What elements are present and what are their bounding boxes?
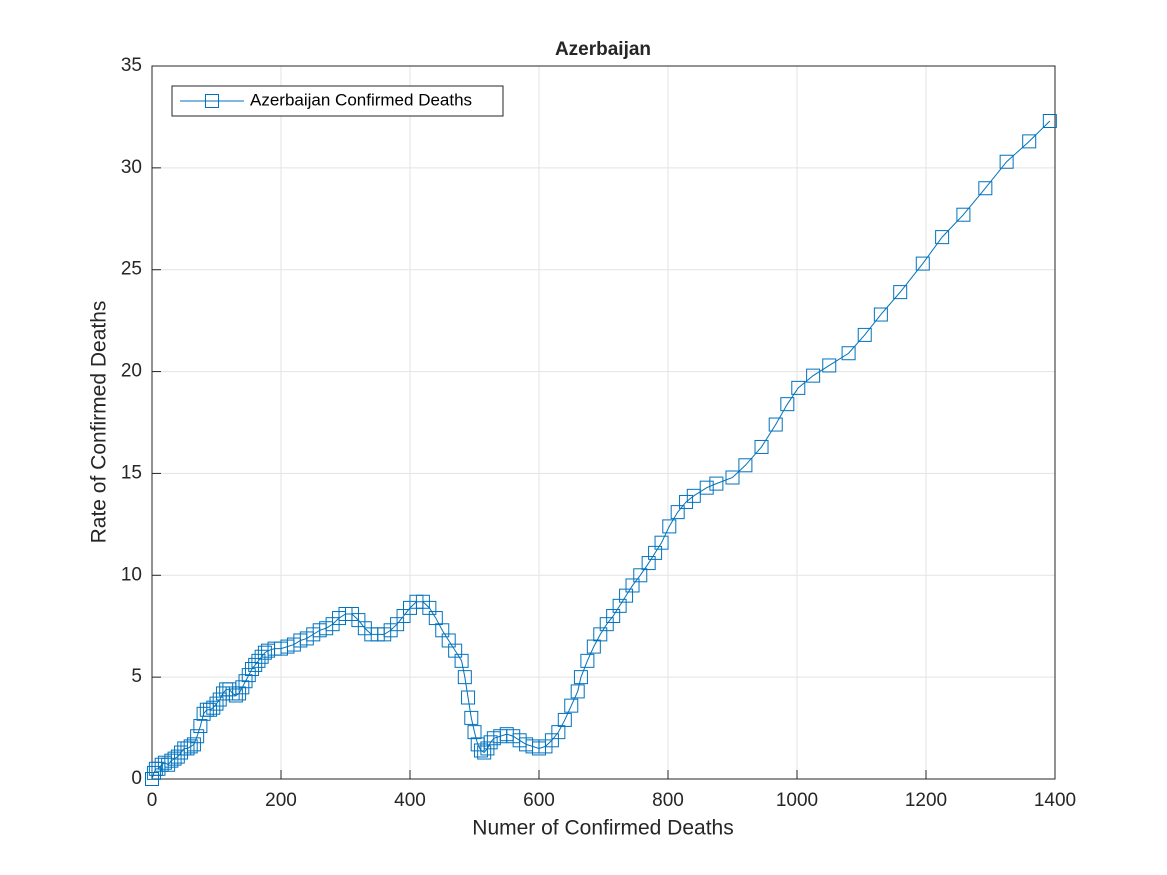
plot-frame (151, 65, 1056, 780)
data-marker (956, 207, 971, 222)
data-marker (564, 698, 579, 713)
data-marker (754, 439, 769, 454)
chart-title: Azerbaijan (555, 39, 651, 60)
y-tick-label: 25 (121, 259, 142, 280)
data-marker (670, 505, 685, 520)
data-marker (662, 519, 677, 534)
y-tick-label: 5 (131, 666, 142, 687)
y-tick-label: 20 (121, 361, 142, 382)
data-marker (780, 397, 795, 412)
legend-label: Azerbaijan Confirmed Deaths (250, 90, 472, 109)
x-tick-label: 600 (523, 790, 555, 811)
data-marker (186, 737, 201, 752)
data-marker (935, 230, 950, 245)
data-marker (190, 729, 205, 744)
data-marker (580, 653, 595, 668)
x-tick-label: 400 (394, 790, 426, 811)
data-marker (573, 670, 588, 685)
data-line (151, 120, 1051, 780)
data-marker (461, 690, 476, 705)
data-marker (654, 535, 669, 550)
data-marker (738, 458, 753, 473)
y-tick-label: 30 (121, 157, 142, 178)
data-marker (768, 417, 783, 432)
data-marker (257, 645, 272, 660)
data-marker (791, 380, 806, 395)
y-tick-label: 35 (121, 55, 142, 76)
y-axis-label: Rate of Confirmed Deaths (88, 301, 111, 544)
data-marker (467, 725, 482, 740)
data-marker (999, 154, 1014, 169)
data-marker (725, 470, 740, 485)
data-marker (893, 285, 908, 300)
x-tick-label: 1400 (1034, 790, 1076, 811)
data-marker (873, 307, 888, 322)
data-marker (454, 653, 469, 668)
x-axis-label: Numer of Confirmed Deaths (472, 817, 733, 840)
data-marker (822, 358, 837, 373)
x-tick-label: 200 (265, 790, 297, 811)
data-marker (978, 181, 993, 196)
data-marker (709, 476, 724, 491)
data-marker (193, 719, 208, 734)
legend-marker (205, 94, 219, 108)
y-tick-label: 15 (121, 462, 142, 483)
y-tick-label: 10 (121, 564, 142, 585)
data-marker (570, 684, 585, 699)
data-marker (699, 480, 714, 495)
data-marker (1022, 134, 1037, 149)
data-marker (1042, 114, 1057, 129)
x-tick-label: 800 (652, 790, 684, 811)
y-tick-label: 0 (131, 768, 142, 789)
data-marker (857, 327, 872, 342)
data-marker (686, 488, 701, 503)
data-marker (146, 765, 161, 780)
data-marker (633, 568, 648, 583)
data-marker (625, 578, 640, 593)
data-marker (806, 368, 821, 383)
x-tick-label: 0 (147, 790, 158, 811)
data-marker (457, 670, 472, 685)
data-marker (915, 256, 930, 271)
x-tick-label: 1200 (905, 790, 947, 811)
data-marker (841, 346, 856, 361)
x-tick-label: 1000 (776, 790, 818, 811)
data-marker (557, 712, 572, 727)
data-marker (464, 710, 479, 725)
